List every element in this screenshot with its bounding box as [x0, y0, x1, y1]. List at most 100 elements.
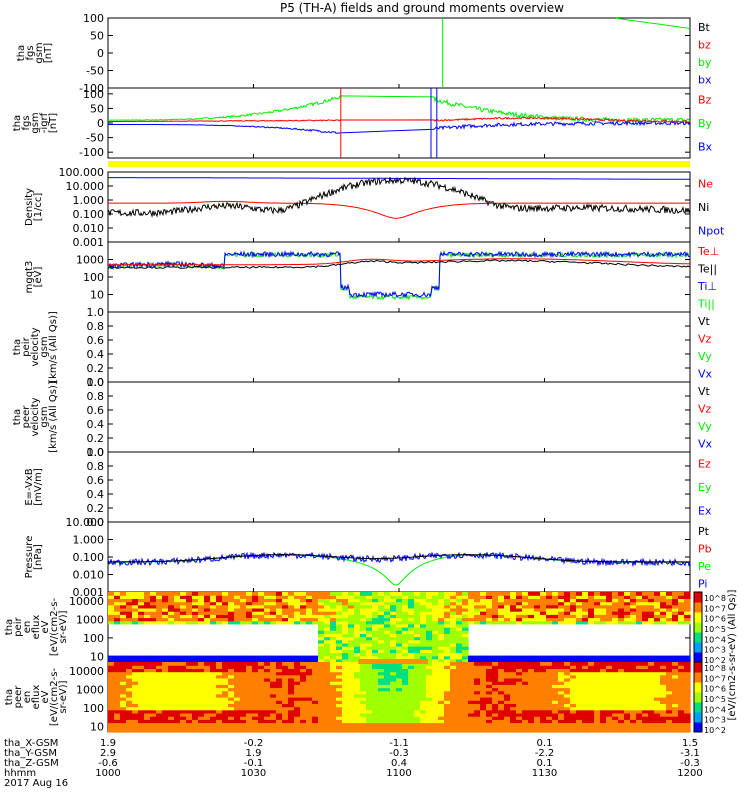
- spectrogram-peir-cell: [288, 617, 295, 622]
- spectrogram-peir-cell: [246, 598, 253, 603]
- spectrogram-peer-cell: [264, 687, 271, 692]
- spectrogram-peir-cell: [282, 595, 289, 599]
- spectrogram-peer-cell: [672, 719, 679, 724]
- y-axis-label-peer_vel: velocity: [30, 397, 41, 436]
- y-tick-label-fgs_gsm: -100: [79, 82, 104, 95]
- spectrogram-peir-cell: [168, 620, 175, 625]
- spectrogram-peir-cell: [168, 604, 175, 609]
- spectrogram-peer-cell: [456, 703, 463, 708]
- spectrogram-peer-cell: [630, 690, 637, 695]
- spectrogram-peir-cell: [330, 607, 337, 612]
- spectrogram-peer-cell: [240, 677, 247, 682]
- spectrogram-peir-cell: [624, 617, 631, 622]
- spectrogram-peir-cell: [612, 611, 619, 615]
- spectrogram-peer-cell: [378, 725, 385, 730]
- spectrogram-peir-cell: [534, 655, 541, 660]
- spectrogram-peer-cell: [264, 681, 271, 685]
- spectrogram-peer-cell: [186, 690, 193, 695]
- spectrogram-peer-cell: [504, 677, 511, 682]
- legend-fgs_gsm: by: [698, 56, 712, 69]
- spectrogram-peer-cell: [300, 665, 307, 669]
- spectrogram-peer-cell: [240, 706, 247, 711]
- spectrogram-peir-cell: [552, 604, 559, 609]
- spectrogram-peir-cell: [222, 601, 229, 606]
- spectrogram-peer-cell: [396, 700, 403, 704]
- spectrogram-peer-cell: [222, 722, 229, 727]
- spectrogram-peir-cell: [420, 646, 427, 650]
- spectrogram-peer-cell: [144, 681, 151, 685]
- spectrogram-peer-cell: [276, 703, 283, 708]
- spectrogram-peer-cell: [342, 709, 349, 714]
- spectrogram-peer-cell: [468, 665, 475, 669]
- spectrogram-peer-cell: [426, 677, 433, 682]
- spectrogram-peir-cell: [582, 611, 589, 615]
- spectrogram-peer-cell: [558, 687, 565, 692]
- spectrogram-peir-cell: [294, 620, 301, 625]
- spectrogram-peer-cell: [108, 725, 115, 730]
- spectrogram-peer-cell: [174, 677, 181, 682]
- panel-frame-fgs_gsm_dip: [107, 87, 691, 159]
- spectrogram-peir-cell: [144, 611, 151, 615]
- spectrogram-peer-cell: [486, 703, 493, 708]
- spectrogram-peir-cell: [504, 611, 511, 615]
- spectrogram-peir-cell: [672, 611, 679, 615]
- spectrogram-peir-cell: [318, 620, 325, 625]
- spectrogram-peer-cell: [366, 671, 373, 676]
- spectrogram-peer-cell: [630, 728, 637, 733]
- spectrogram-peir-cell: [660, 658, 667, 663]
- spectrogram-peir-cell: [420, 601, 427, 606]
- spectrogram-peer-cell: [444, 722, 451, 727]
- spectrogram-peir-cell: [306, 592, 313, 596]
- spectrogram-peer-cell: [606, 681, 613, 685]
- spectrogram-peer-cell: [480, 712, 487, 717]
- spectrogram-peir-cell: [276, 595, 283, 599]
- spectrogram-peir-cell: [474, 655, 481, 660]
- spectrogram-peer-cell: [348, 674, 355, 679]
- spectrogram-peer-cell: [288, 674, 295, 679]
- spectrogram-peer-cell: [114, 671, 121, 676]
- spectrogram-peir-cell: [222, 658, 229, 663]
- spectrogram-peer-cell: [192, 709, 199, 714]
- spectrogram-peir-cell: [390, 642, 397, 647]
- y-tick-label-pressure: 0.001: [73, 586, 105, 599]
- spectrogram-peer-cell: [234, 722, 241, 727]
- spectrogram-peir-cell: [576, 617, 583, 622]
- spectrogram-peer-cell: [252, 716, 259, 720]
- spectrogram-peer-cell: [516, 703, 523, 708]
- spectrogram-peir-cell: [378, 595, 385, 599]
- spectrogram-peir-cell: [678, 620, 685, 625]
- spectrogram-peer-cell: [204, 728, 211, 733]
- spectrogram-peer-cell: [156, 671, 163, 676]
- spectrogram-peer-cell: [486, 671, 493, 676]
- spectrogram-peer-cell: [372, 709, 379, 714]
- spectrogram-peer-cell: [432, 665, 439, 669]
- spectrogram-peir-cell: [450, 655, 457, 660]
- spectrogram-peir-cell: [114, 604, 121, 609]
- spectrogram-peer-cell: [474, 662, 481, 666]
- spectrogram-peer-cell: [252, 706, 259, 711]
- spectrogram-peer-cell: [330, 662, 337, 666]
- spectrogram-peir-cell: [132, 655, 139, 660]
- spectrogram-peir-cell: [384, 592, 391, 596]
- spectrogram-peer-cell: [648, 725, 655, 730]
- spectrogram-peir-cell: [612, 595, 619, 599]
- spectrogram-peir-cell: [294, 655, 301, 660]
- spectrogram-peer-cell: [330, 697, 337, 701]
- spectrogram-peer-cell: [276, 681, 283, 685]
- spectrogram-peir-cell: [138, 601, 145, 606]
- spectrogram-peer-cell: [624, 684, 631, 689]
- spectrogram-peer-cell: [432, 697, 439, 701]
- spectrogram-peer-cell: [228, 668, 235, 673]
- spectrogram-peer-cell: [228, 662, 235, 666]
- spectrogram-peir-cell: [648, 598, 655, 603]
- spectrogram-peir-cell: [504, 655, 511, 660]
- spectrogram-peir-cell: [156, 595, 163, 599]
- spectrogram-peir-cell: [558, 655, 565, 660]
- spectrogram-peir-cell: [396, 630, 403, 634]
- spectrogram-peer-cell: [198, 677, 205, 682]
- spectrogram-peir-cell: [684, 601, 691, 606]
- spectrogram-peer-cell: [186, 674, 193, 679]
- spectrogram-peer-cell: [198, 662, 205, 666]
- spectrogram-peir-cell: [282, 620, 289, 625]
- spectrogram-peir-cell: [372, 655, 379, 660]
